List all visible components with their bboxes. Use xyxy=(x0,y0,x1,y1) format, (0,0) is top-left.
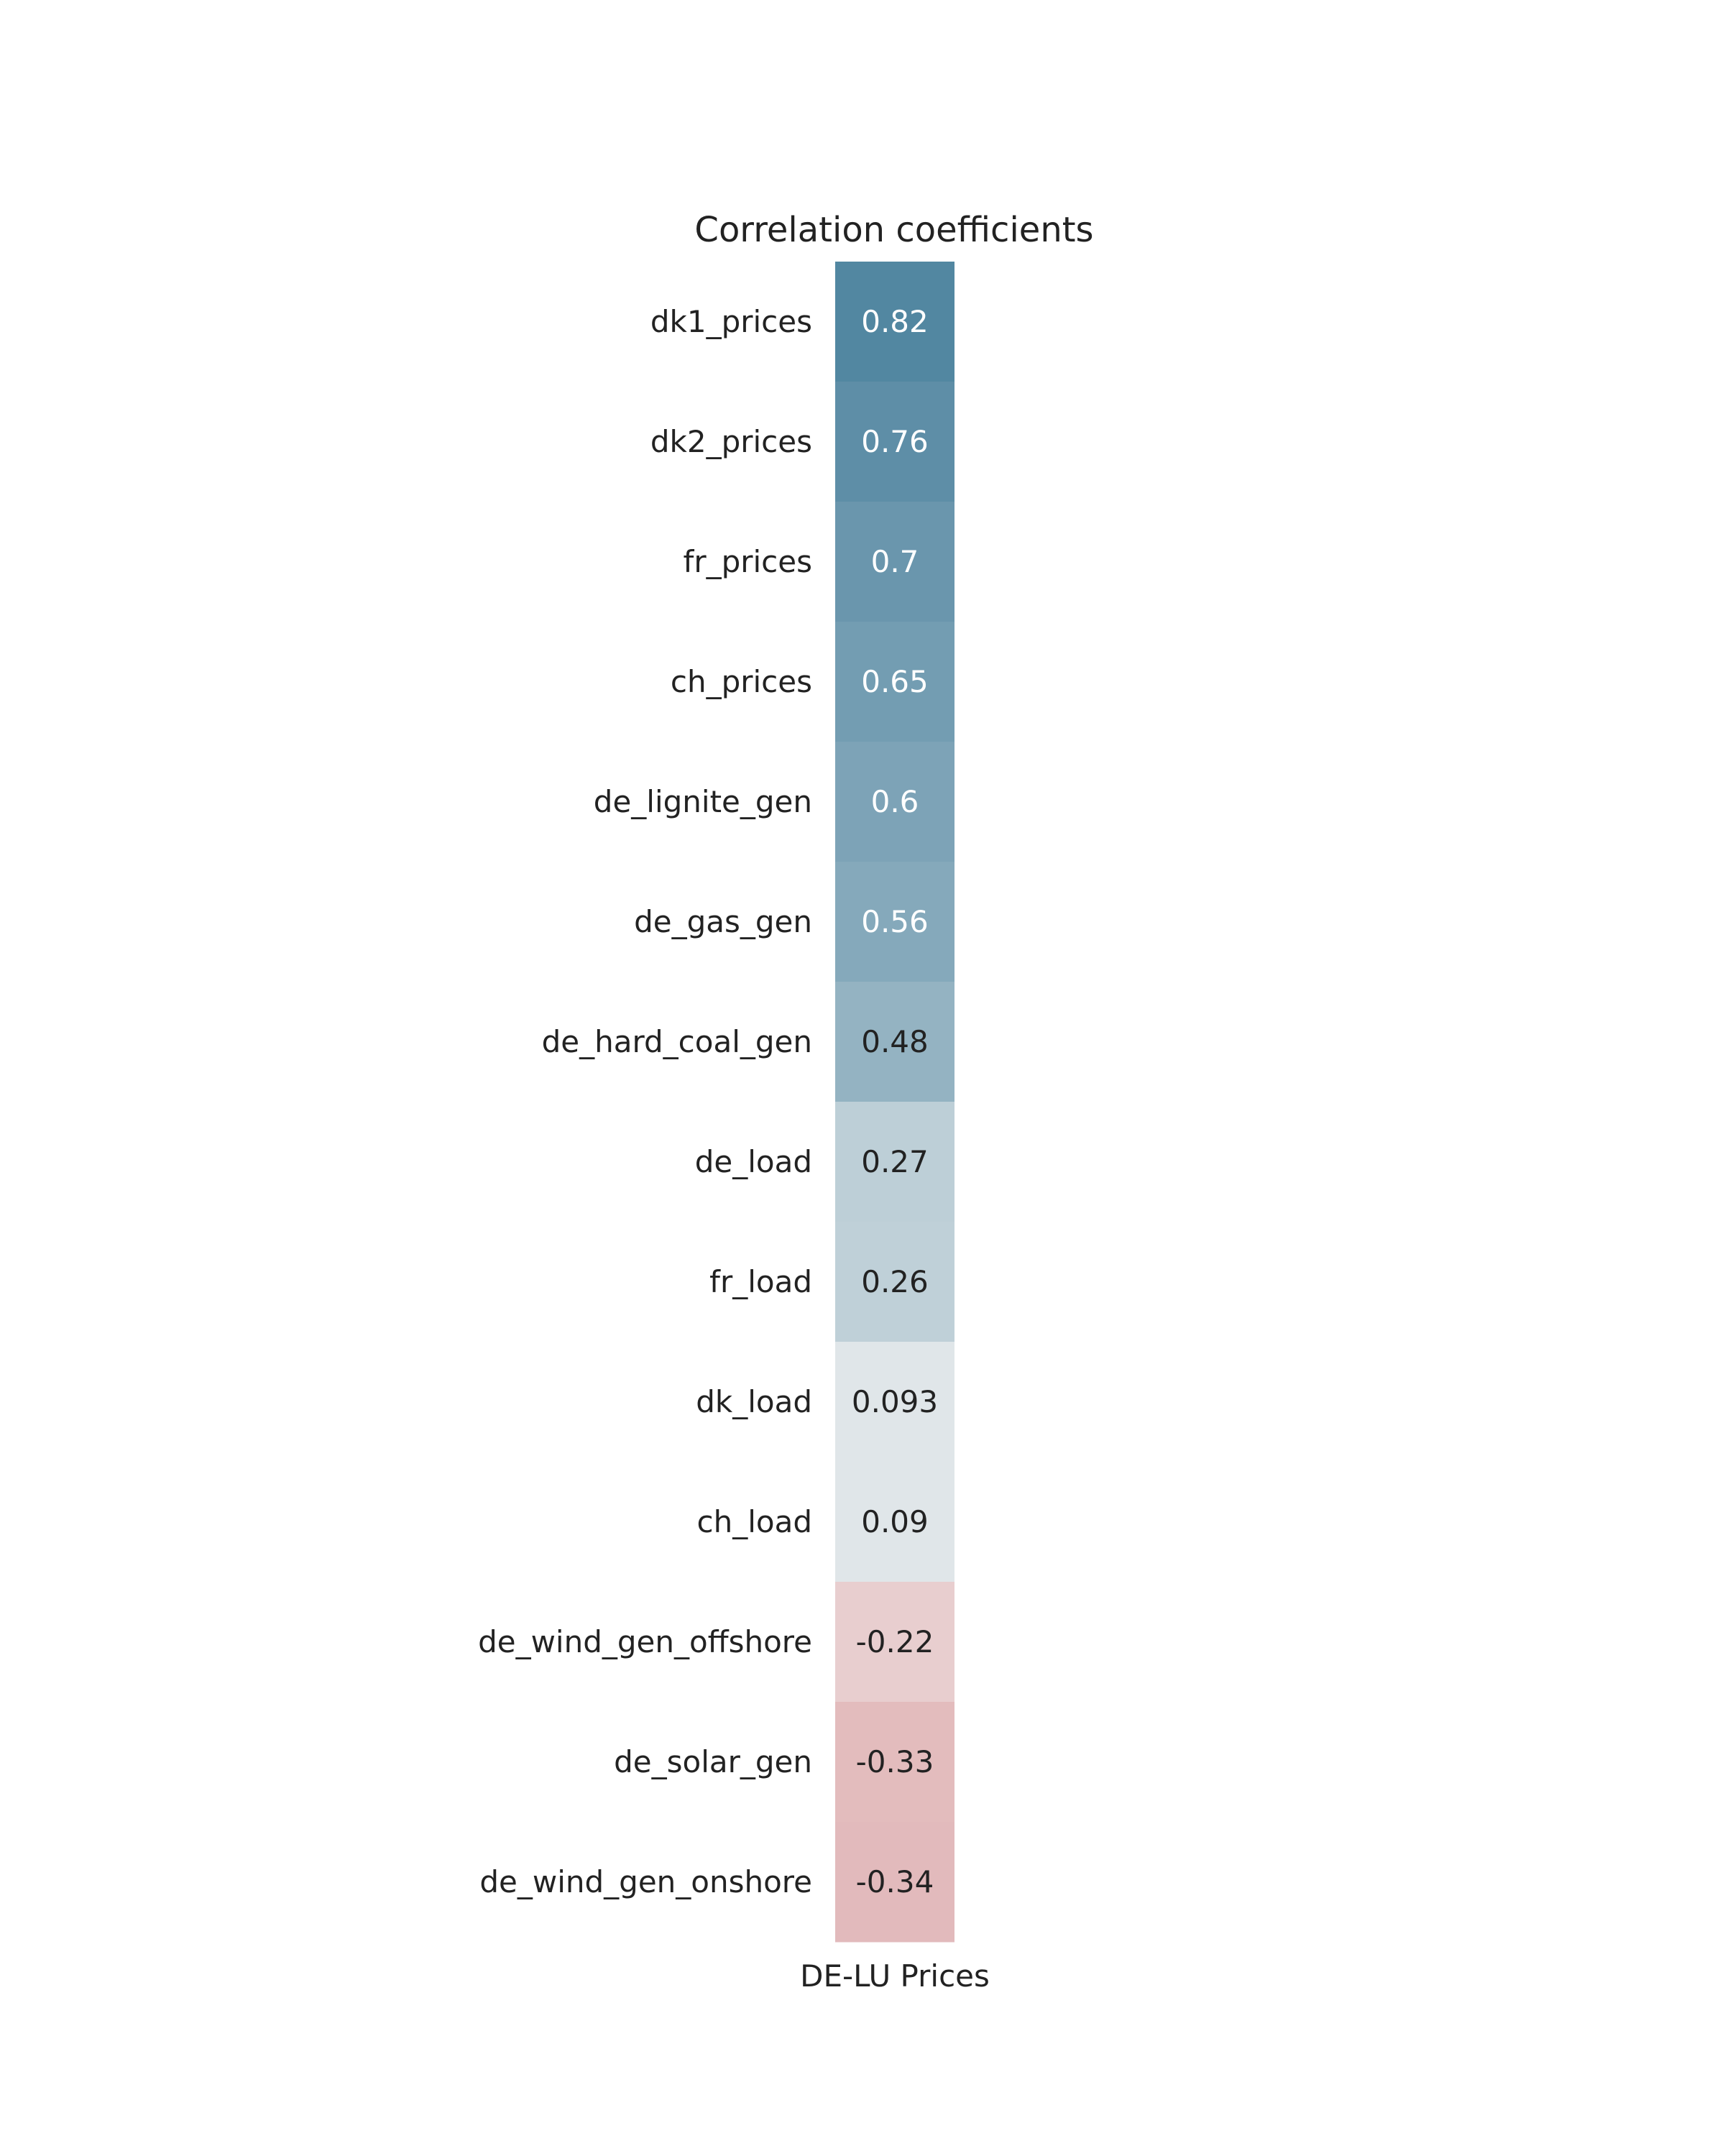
row-label-fr_load: fr_load xyxy=(709,1264,812,1299)
value-label-de_lignite_gen: 0.6 xyxy=(871,784,919,819)
column-labels: DE-LU Prices xyxy=(800,1958,990,1994)
heatmap-cell-de_hard_coal_gen xyxy=(835,982,954,1102)
row-label-de_wind_gen_offshore: de_wind_gen_offshore xyxy=(478,1624,812,1659)
row-label-de_load: de_load xyxy=(695,1144,812,1179)
column-label-0: DE-LU Prices xyxy=(800,1958,990,1994)
heatmap-cell-de_solar_gen xyxy=(835,1702,954,1823)
heatmap-cell-fr_load xyxy=(835,1222,954,1342)
heatmap-cell-dk_load xyxy=(835,1342,954,1462)
heatmap-cell-de_wind_gen_offshore xyxy=(835,1582,954,1703)
value-label-ch_prices: 0.65 xyxy=(861,664,929,699)
row-label-dk1_prices: dk1_prices xyxy=(650,304,812,339)
row-label-de_solar_gen: de_solar_gen xyxy=(614,1744,812,1779)
heatmap-cells xyxy=(835,262,954,1943)
row-label-dk_load: dk_load xyxy=(696,1384,812,1419)
heatmap-cell-fr_prices xyxy=(835,502,954,622)
heatmap-cell-dk1_prices xyxy=(835,262,954,382)
row-label-ch_load: ch_load xyxy=(697,1504,812,1539)
value-label-de_gas_gen: 0.56 xyxy=(861,904,929,939)
value-labels: 0.82 0.76 0.7 0.65 0.6 0.56 0.48 0.27 0.26 0.093 0… xyxy=(852,304,938,1899)
row-label-dk2_prices: dk2_prices xyxy=(650,424,812,459)
value-label-dk1_prices: 0.82 xyxy=(861,304,929,339)
row-label-de_lignite_gen: de_lignite_gen xyxy=(594,784,812,819)
value-label-de_hard_coal_gen: 0.48 xyxy=(861,1024,929,1059)
heatmap-cell-de_wind_gen_onshore xyxy=(835,1822,954,1943)
row-label-ch_prices: ch_prices xyxy=(671,664,812,699)
row-label-de_gas_gen: de_gas_gen xyxy=(634,904,812,939)
value-label-fr_load: 0.26 xyxy=(861,1264,929,1299)
heatmap-cell-dk2_prices xyxy=(835,382,954,502)
row-labels: dk1_prices dk2_prices fr_prices ch_pricesde… xyxy=(478,304,812,1899)
value-label-fr_prices: 0.7 xyxy=(871,544,919,579)
row-label-fr_prices: fr_prices xyxy=(684,544,812,579)
heatmap-cell-ch_load xyxy=(835,1462,954,1583)
value-label-dk_load: 0.093 xyxy=(852,1384,938,1419)
value-label-de_load: 0.27 xyxy=(861,1144,929,1179)
value-label-de_wind_gen_onshore: -0.34 xyxy=(856,1864,934,1899)
value-label-de_solar_gen: -0.33 xyxy=(856,1744,934,1779)
value-label-dk2_prices: 0.76 xyxy=(861,424,929,459)
value-label-de_wind_gen_offshore: -0.22 xyxy=(856,1624,934,1659)
heatmap-cell-de_gas_gen xyxy=(835,862,954,982)
row-label-de_wind_gen_onshore: de_wind_gen_onshore xyxy=(479,1864,812,1899)
heatmap-cell-ch_prices xyxy=(835,622,954,742)
heatmap-cell-de_lignite_gen xyxy=(835,742,954,862)
value-label-ch_load: 0.09 xyxy=(861,1504,929,1539)
row-label-de_hard_coal_gen: de_hard_coal_gen xyxy=(542,1024,812,1059)
heatmap-cell-de_load xyxy=(835,1102,954,1222)
chart-title: Correlation coefficients xyxy=(694,210,1093,250)
